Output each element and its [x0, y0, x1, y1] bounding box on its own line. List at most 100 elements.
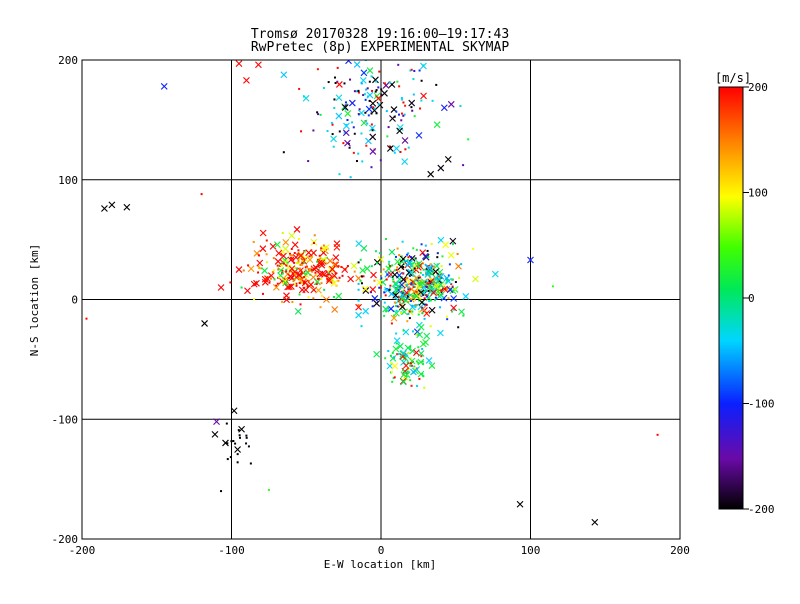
echo-marker-dot — [277, 268, 280, 271]
echo-marker-x — [424, 271, 432, 278]
echo-marker-x — [427, 170, 435, 178]
echo-marker-x — [302, 94, 310, 102]
echo-marker-dot — [401, 240, 404, 243]
echo-marker-dot — [387, 266, 390, 269]
echo-marker-x — [274, 258, 282, 265]
echo-marker-dot — [291, 272, 294, 275]
echo-marker-dot — [421, 273, 424, 276]
echo-marker-dot — [374, 250, 377, 253]
echo-marker-x — [355, 303, 362, 311]
echo-marker-dot — [374, 90, 377, 93]
echo-marker-dot — [297, 249, 300, 252]
echo-marker-dot — [406, 320, 409, 323]
echo-marker-x — [401, 137, 409, 144]
echo-marker-dot — [425, 294, 428, 297]
echo-marker-dot — [429, 263, 432, 266]
echo-marker-dot — [410, 364, 413, 367]
echo-marker-dot — [388, 263, 391, 266]
echo-marker-x — [329, 265, 336, 273]
echo-marker-dot — [408, 294, 411, 297]
echo-marker-dot — [360, 57, 362, 59]
echo-marker-dot — [369, 291, 372, 294]
echo-marker-dot — [314, 271, 317, 274]
echo-marker-dot — [419, 271, 422, 274]
echo-marker-dot — [413, 115, 416, 118]
echo-marker-dot — [238, 436, 241, 439]
echo-marker-x — [424, 269, 432, 276]
echo-marker-dot — [328, 271, 331, 274]
echo-marker-dot — [380, 88, 383, 91]
echo-marker-dot — [245, 442, 248, 445]
echo-marker-dot — [406, 370, 409, 373]
echo-marker-dot — [407, 288, 410, 291]
echo-marker-dot — [408, 274, 411, 277]
echo-marker-dot — [414, 366, 417, 369]
echo-marker-dot — [410, 256, 413, 259]
echo-marker-dot — [412, 78, 415, 81]
echo-marker-dot — [410, 282, 413, 285]
echo-marker-dot — [429, 325, 432, 328]
echo-marker-dot — [395, 332, 398, 335]
echo-marker-x — [344, 110, 352, 117]
echo-marker-dot — [394, 304, 397, 307]
echo-marker-dot — [411, 310, 414, 313]
echo-marker-dot — [341, 274, 344, 277]
echo-marker-dot — [442, 283, 445, 286]
echo-marker-dot — [424, 280, 427, 283]
echo-marker-x — [412, 274, 420, 282]
echo-marker-dot — [395, 268, 398, 271]
echo-marker-dot — [296, 262, 299, 265]
echo-marker-dot — [415, 290, 418, 293]
echo-marker-dot — [424, 244, 427, 247]
echo-marker-dot — [316, 111, 319, 114]
echo-marker-dot — [426, 267, 429, 270]
echo-marker-x — [393, 145, 400, 152]
echo-marker-dot — [298, 87, 301, 90]
echo-marker-dot — [402, 272, 405, 275]
echo-marker-dot — [320, 277, 323, 280]
echo-marker-dot — [423, 386, 426, 389]
echo-marker-dot — [386, 273, 389, 276]
echo-marker-x — [437, 291, 445, 299]
echo-marker-x — [371, 295, 379, 302]
echo-marker-dot — [313, 234, 316, 237]
echo-marker-dot — [281, 272, 284, 275]
echo-marker-x — [400, 349, 407, 357]
echo-marker-dot — [344, 101, 347, 104]
echo-marker-x — [397, 263, 405, 271]
echo-marker-dot — [414, 305, 417, 308]
echo-marker-x — [382, 305, 390, 313]
echo-marker-dot — [396, 353, 399, 356]
echo-marker-dot — [282, 151, 285, 154]
echo-marker-x — [420, 283, 428, 291]
echo-marker-dot — [375, 80, 378, 83]
echo-marker-dot — [245, 434, 248, 437]
echo-marker-x — [446, 286, 454, 294]
plot-frame — [81, 59, 681, 540]
echo-marker-x — [256, 259, 264, 267]
echo-marker-x — [420, 92, 427, 100]
echo-marker-dot — [399, 150, 402, 153]
echo-marker-dot — [300, 130, 303, 133]
echo-marker-dot — [312, 129, 315, 132]
echo-marker-dot — [395, 342, 398, 345]
echo-marker-dot — [342, 142, 345, 145]
echo-marker-x — [387, 305, 395, 313]
echo-marker-dot — [344, 268, 347, 271]
echo-marker-dot — [409, 357, 412, 360]
echo-marker-dot — [398, 85, 401, 88]
echo-marker-dot — [247, 264, 250, 267]
echo-marker-dot — [384, 294, 387, 297]
echo-marker-x — [330, 280, 338, 287]
echo-marker-x — [419, 340, 427, 348]
echo-marker-dot — [434, 278, 437, 281]
echo-marker-x — [261, 275, 269, 283]
echo-marker-x — [315, 286, 322, 294]
echo-marker-x — [213, 418, 220, 426]
echo-marker-x — [437, 164, 445, 172]
echo-marker-dot — [303, 280, 306, 283]
echo-marker-dot — [402, 292, 405, 295]
echo-marker-x — [301, 279, 309, 287]
echo-marker-dot — [282, 262, 285, 265]
echo-marker-x — [391, 362, 399, 370]
